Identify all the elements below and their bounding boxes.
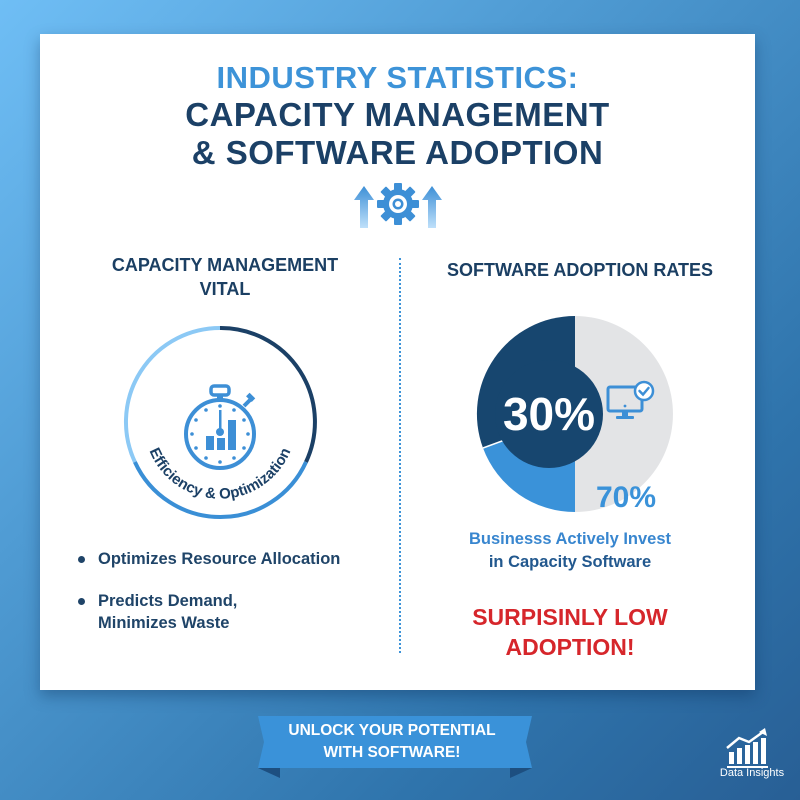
title-line-3: & SOFTWARE ADOPTION	[191, 134, 604, 171]
rising-bar-chart-icon	[726, 728, 768, 768]
adoption-caption: Businesss Actively Invest in Capacity So…	[468, 530, 672, 571]
infographic-card: INDUSTRY STATISTICS: CAPACITY MANAGEMENT…	[40, 34, 755, 690]
low-adoption-alert: SURPISINLY LOW ADOPTION!	[472, 604, 668, 660]
cta-banner-text: UNLOCK YOUR POTENTIAL WITH SOFTWARE!	[288, 722, 496, 761]
section-divider	[399, 258, 401, 653]
list-item: Optimizes Resource Allocation	[74, 548, 404, 570]
capacity-section-title: CAPACITY MANAGEMENT VITAL	[111, 255, 339, 299]
title-line-1: INDUSTRY STATISTICS:	[216, 60, 579, 95]
bullet-dot-icon	[78, 556, 85, 563]
adoption-pie-chart: 30% 70%	[476, 315, 673, 514]
list-item: Predicts Demand, Minimizes Waste	[74, 590, 404, 634]
bullet-dot-icon	[78, 598, 85, 605]
efficiency-ring: Efficiency & Optimization	[123, 325, 317, 519]
adoption-section-title: SOFTWARE ADOPTION RATES	[446, 260, 713, 280]
brand-name: Data Insights	[719, 767, 785, 779]
gear-with-up-arrows-icon	[354, 183, 442, 228]
stopwatch-icon	[184, 384, 256, 470]
title-line-2: CAPACITY MANAGEMENT	[185, 96, 610, 133]
ring-label: Efficiency & Optimization	[146, 445, 295, 503]
benefits-list: Optimizes Resource Allocation Predicts D…	[74, 548, 404, 654]
pie-main-label: 30%	[503, 388, 595, 440]
cta-ribbon	[258, 716, 532, 778]
pie-secondary-label: 70%	[596, 481, 656, 514]
monitor-check-icon	[606, 380, 655, 419]
